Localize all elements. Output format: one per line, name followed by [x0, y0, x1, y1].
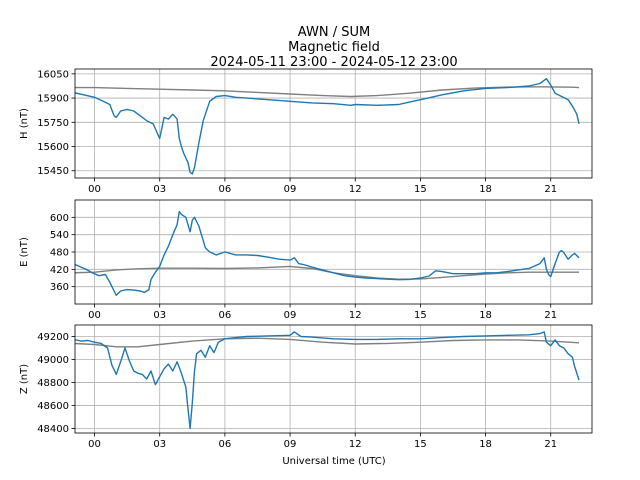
y-tick-label: 48600 — [37, 401, 69, 412]
title-quantity: Magnetic field — [288, 40, 380, 55]
title-station: AWN / SUM — [298, 25, 370, 40]
x-tick-label: 12 — [349, 310, 362, 321]
y-tick-label: 16050 — [37, 69, 69, 80]
x-tick-label: 09 — [284, 184, 297, 195]
x-tick-label: 18 — [479, 439, 492, 450]
x-tick-label: 03 — [153, 184, 166, 195]
x-axis-label: Universal time (UTC) — [282, 456, 385, 467]
x-tick-label: 15 — [414, 184, 427, 195]
y-tick-label: 540 — [50, 230, 69, 241]
x-tick-label: 03 — [153, 439, 166, 450]
figure-title: AWN / SUM Magnetic field 2024-05-11 23:0… — [210, 25, 457, 70]
title-time-range: 2024-05-11 23:00 - 2024-05-12 23:00 — [210, 55, 457, 70]
y-axis-label-h: H (nT) — [19, 108, 30, 139]
y-tick-label: 49200 — [37, 332, 69, 343]
x-tick-label: 18 — [479, 310, 492, 321]
y-tick-label: 15750 — [37, 118, 69, 129]
y-tick-label: 480 — [50, 248, 69, 259]
x-tick-label: 15 — [414, 439, 427, 450]
x-tick-label: 03 — [153, 310, 166, 321]
y-tick-label: 360 — [50, 282, 69, 293]
x-tick-label: 21 — [544, 184, 557, 195]
x-tick-label: 21 — [544, 439, 557, 450]
reference-line-e — [75, 265, 579, 280]
series-line-z — [75, 331, 580, 430]
y-tick-label: 15600 — [37, 142, 69, 153]
y-tick-label: 48400 — [37, 424, 69, 435]
x-tick-label: 00 — [88, 439, 101, 450]
y-tick-label: 49000 — [37, 355, 69, 366]
x-tick-label: 00 — [88, 184, 101, 195]
x-tick-label: 12 — [349, 439, 362, 450]
x-tick-label: 09 — [284, 439, 297, 450]
x-tick-label: 06 — [219, 439, 232, 450]
x-tick-label: 00 — [88, 310, 101, 321]
y-tick-label: 15450 — [37, 166, 69, 177]
x-tick-label: 06 — [219, 310, 232, 321]
panel-e: 00 03 06 09 12 15 18 21 360 420 480 540 600 E (nT) — [19, 199, 593, 321]
plot-frame — [74, 68, 593, 179]
y-axis-label-e: E (nT) — [19, 237, 30, 267]
y-tick-label: 600 — [50, 213, 69, 224]
x-tick-label: 18 — [479, 184, 492, 195]
panel-z: 00 03 06 09 12 15 18 21 48400 48600 48800 49000 4920… — [19, 324, 593, 450]
x-tick-label: 12 — [349, 184, 362, 195]
x-tick-label: 15 — [414, 310, 427, 321]
x-tick-label: 21 — [544, 310, 557, 321]
y-tick-label: 48800 — [37, 378, 69, 389]
panels: 00 03 06 09 12 15 18 21154501560015750159001605… — [19, 68, 593, 450]
reference-line-z — [75, 337, 580, 348]
y-tick-label: 15900 — [37, 94, 69, 105]
y-axis-label-z: Z (nT) — [19, 364, 30, 394]
x-tick-label: 06 — [219, 184, 232, 195]
x-tick-label: 09 — [284, 310, 297, 321]
series-line-h — [75, 78, 580, 175]
y-tick-label: 420 — [50, 265, 69, 276]
plot-frame — [74, 324, 593, 434]
panel-h: 00 03 06 09 12 15 18 21 15450 15600 15750 15900 1605… — [19, 68, 593, 195]
series-line-e — [75, 210, 580, 296]
